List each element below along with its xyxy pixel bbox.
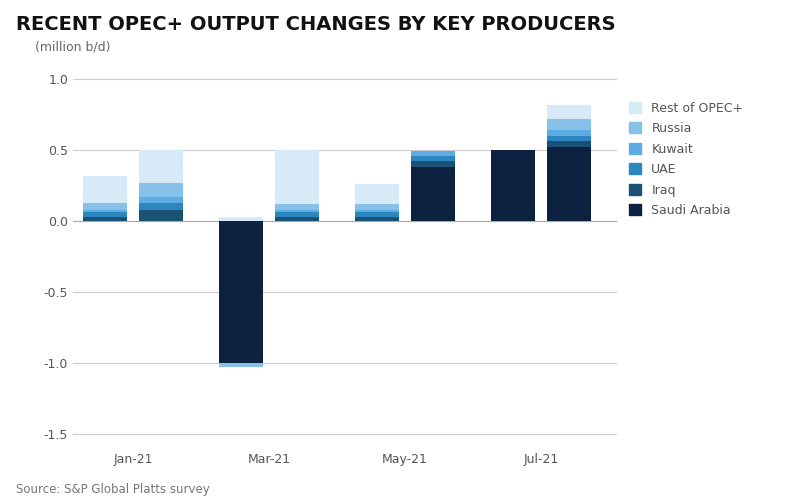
Bar — [275, 213, 319, 217]
Bar — [139, 203, 182, 210]
Bar — [547, 130, 590, 136]
Bar — [354, 184, 399, 204]
Bar — [410, 161, 454, 167]
Bar — [410, 156, 454, 161]
Bar — [139, 197, 182, 203]
Text: (million b/d): (million b/d) — [35, 40, 110, 53]
Bar — [219, 221, 263, 363]
Bar — [491, 150, 534, 221]
Bar — [139, 210, 182, 221]
Bar — [354, 204, 399, 210]
Bar — [547, 147, 590, 221]
Bar — [275, 204, 319, 210]
Bar — [275, 217, 319, 221]
Bar — [410, 167, 454, 221]
Bar — [354, 213, 399, 217]
Bar — [275, 210, 319, 213]
Bar — [410, 151, 454, 156]
Bar — [219, 363, 263, 367]
Text: RECENT OPEC+ OUTPUT CHANGES BY KEY PRODUCERS: RECENT OPEC+ OUTPUT CHANGES BY KEY PRODU… — [16, 15, 615, 34]
Bar — [83, 217, 127, 221]
Bar — [83, 203, 127, 210]
Text: Source: S&P Global Platts survey: Source: S&P Global Platts survey — [16, 483, 210, 496]
Bar — [139, 150, 182, 183]
Bar — [547, 136, 590, 141]
Bar — [547, 141, 590, 147]
Bar — [275, 150, 319, 204]
Bar — [354, 210, 399, 213]
Bar — [547, 119, 590, 130]
Bar — [83, 213, 127, 217]
Bar — [219, 217, 263, 221]
Bar — [83, 210, 127, 213]
Bar — [547, 105, 590, 119]
Bar — [139, 183, 182, 197]
Bar — [83, 175, 127, 203]
Legend: Rest of OPEC+, Russia, Kuwait, UAE, Iraq, Saudi Arabia: Rest of OPEC+, Russia, Kuwait, UAE, Iraq… — [628, 102, 743, 217]
Bar — [354, 217, 399, 221]
